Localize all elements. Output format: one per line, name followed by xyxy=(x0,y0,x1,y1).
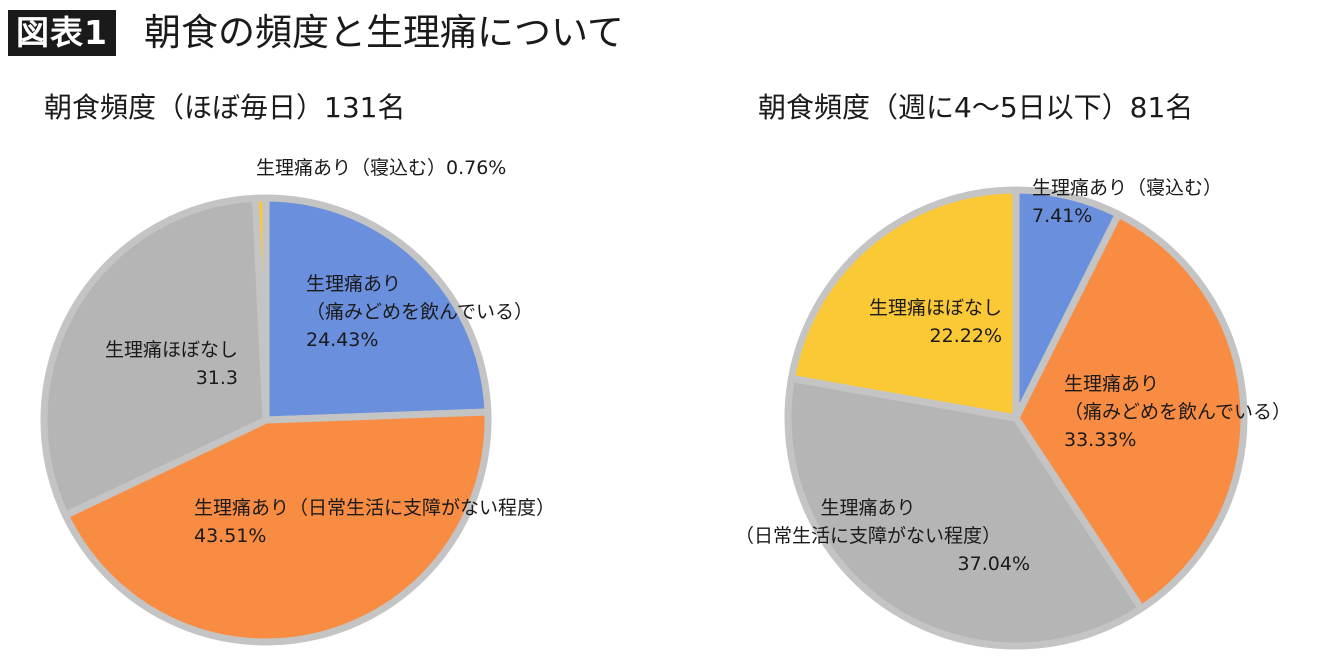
left-pie-slice-3 xyxy=(251,194,270,424)
right-label-mild-value: 37.04% xyxy=(957,553,1030,575)
right-pie-slice-3 xyxy=(787,186,1020,422)
right-label-nopain-value: 22.22% xyxy=(929,325,1002,347)
right-pie-slice-2 xyxy=(784,374,1145,650)
left-pie-slice-2 xyxy=(40,194,270,519)
right-label-mild-line2: （日常生活に支障がない程度） xyxy=(734,525,1001,547)
left-pie-slice-1 xyxy=(61,408,492,646)
right-label-nopain: 生理痛ほぼなし 22.22% xyxy=(800,294,1002,350)
left-label-painkiller-value: 24.43% xyxy=(306,329,379,351)
right-label-painkiller-value: 33.33% xyxy=(1064,429,1137,451)
right-label-painkiller: 生理痛あり （痛みどめを飲んでいる） 33.33% xyxy=(1064,370,1291,454)
right-pie-slice-1 xyxy=(1012,210,1248,612)
right-label-painkiller-line2: （痛みどめを飲んでいる） xyxy=(1064,401,1292,423)
figure-title: 朝食の頻度と生理痛について xyxy=(144,11,624,54)
left-label-mild-value: 43.51% xyxy=(194,525,267,547)
right-pie xyxy=(784,186,1248,650)
left-label-bedridden: 生理痛あり（寝込む）0.76% xyxy=(256,154,506,182)
left-label-mild-text: 生理痛あり（日常生活に支障がない程度） xyxy=(194,497,556,519)
left-label-nopain-value: 31.3 xyxy=(195,367,238,389)
right-label-nopain-text: 生理痛ほぼなし xyxy=(868,297,1002,319)
right-chart-title: 朝食頻度（週に4〜5日以下）81名 xyxy=(758,91,1194,124)
left-label-bedridden-text: 生理痛あり（寝込む）0.76% xyxy=(256,157,507,179)
left-chart-title: 朝食頻度（ほぼ毎日）131名 xyxy=(44,91,406,124)
right-label-mild: 生理痛あり （日常生活に支障がない程度） 37.04% xyxy=(706,494,1030,578)
left-label-mild: 生理痛あり（日常生活に支障がない程度） 43.51% xyxy=(194,494,555,550)
left-label-painkiller-line1: 生理痛あり xyxy=(306,273,402,295)
left-label-painkiller-line2: （痛みどめを飲んでいる） xyxy=(306,301,534,323)
right-label-bedridden-value: 7.41% xyxy=(1032,205,1093,227)
right-label-bedridden-text: 生理痛あり（寝込む） xyxy=(1032,177,1223,199)
left-label-painkiller: 生理痛あり （痛みどめを飲んでいる） 24.43% xyxy=(306,270,533,354)
left-pie xyxy=(40,194,492,646)
left-label-nopain-text: 生理痛ほぼなし xyxy=(104,339,238,361)
left-pie-slice-0 xyxy=(262,194,492,424)
left-label-nopain: 生理痛ほぼなし 31.3 xyxy=(70,336,238,392)
right-label-painkiller-line1: 生理痛あり xyxy=(1064,373,1160,395)
right-label-mild-line1: 生理痛あり xyxy=(820,497,916,519)
right-label-bedridden: 生理痛あり（寝込む） 7.41% xyxy=(1032,174,1222,230)
figure-badge: 図表1 xyxy=(8,10,116,56)
